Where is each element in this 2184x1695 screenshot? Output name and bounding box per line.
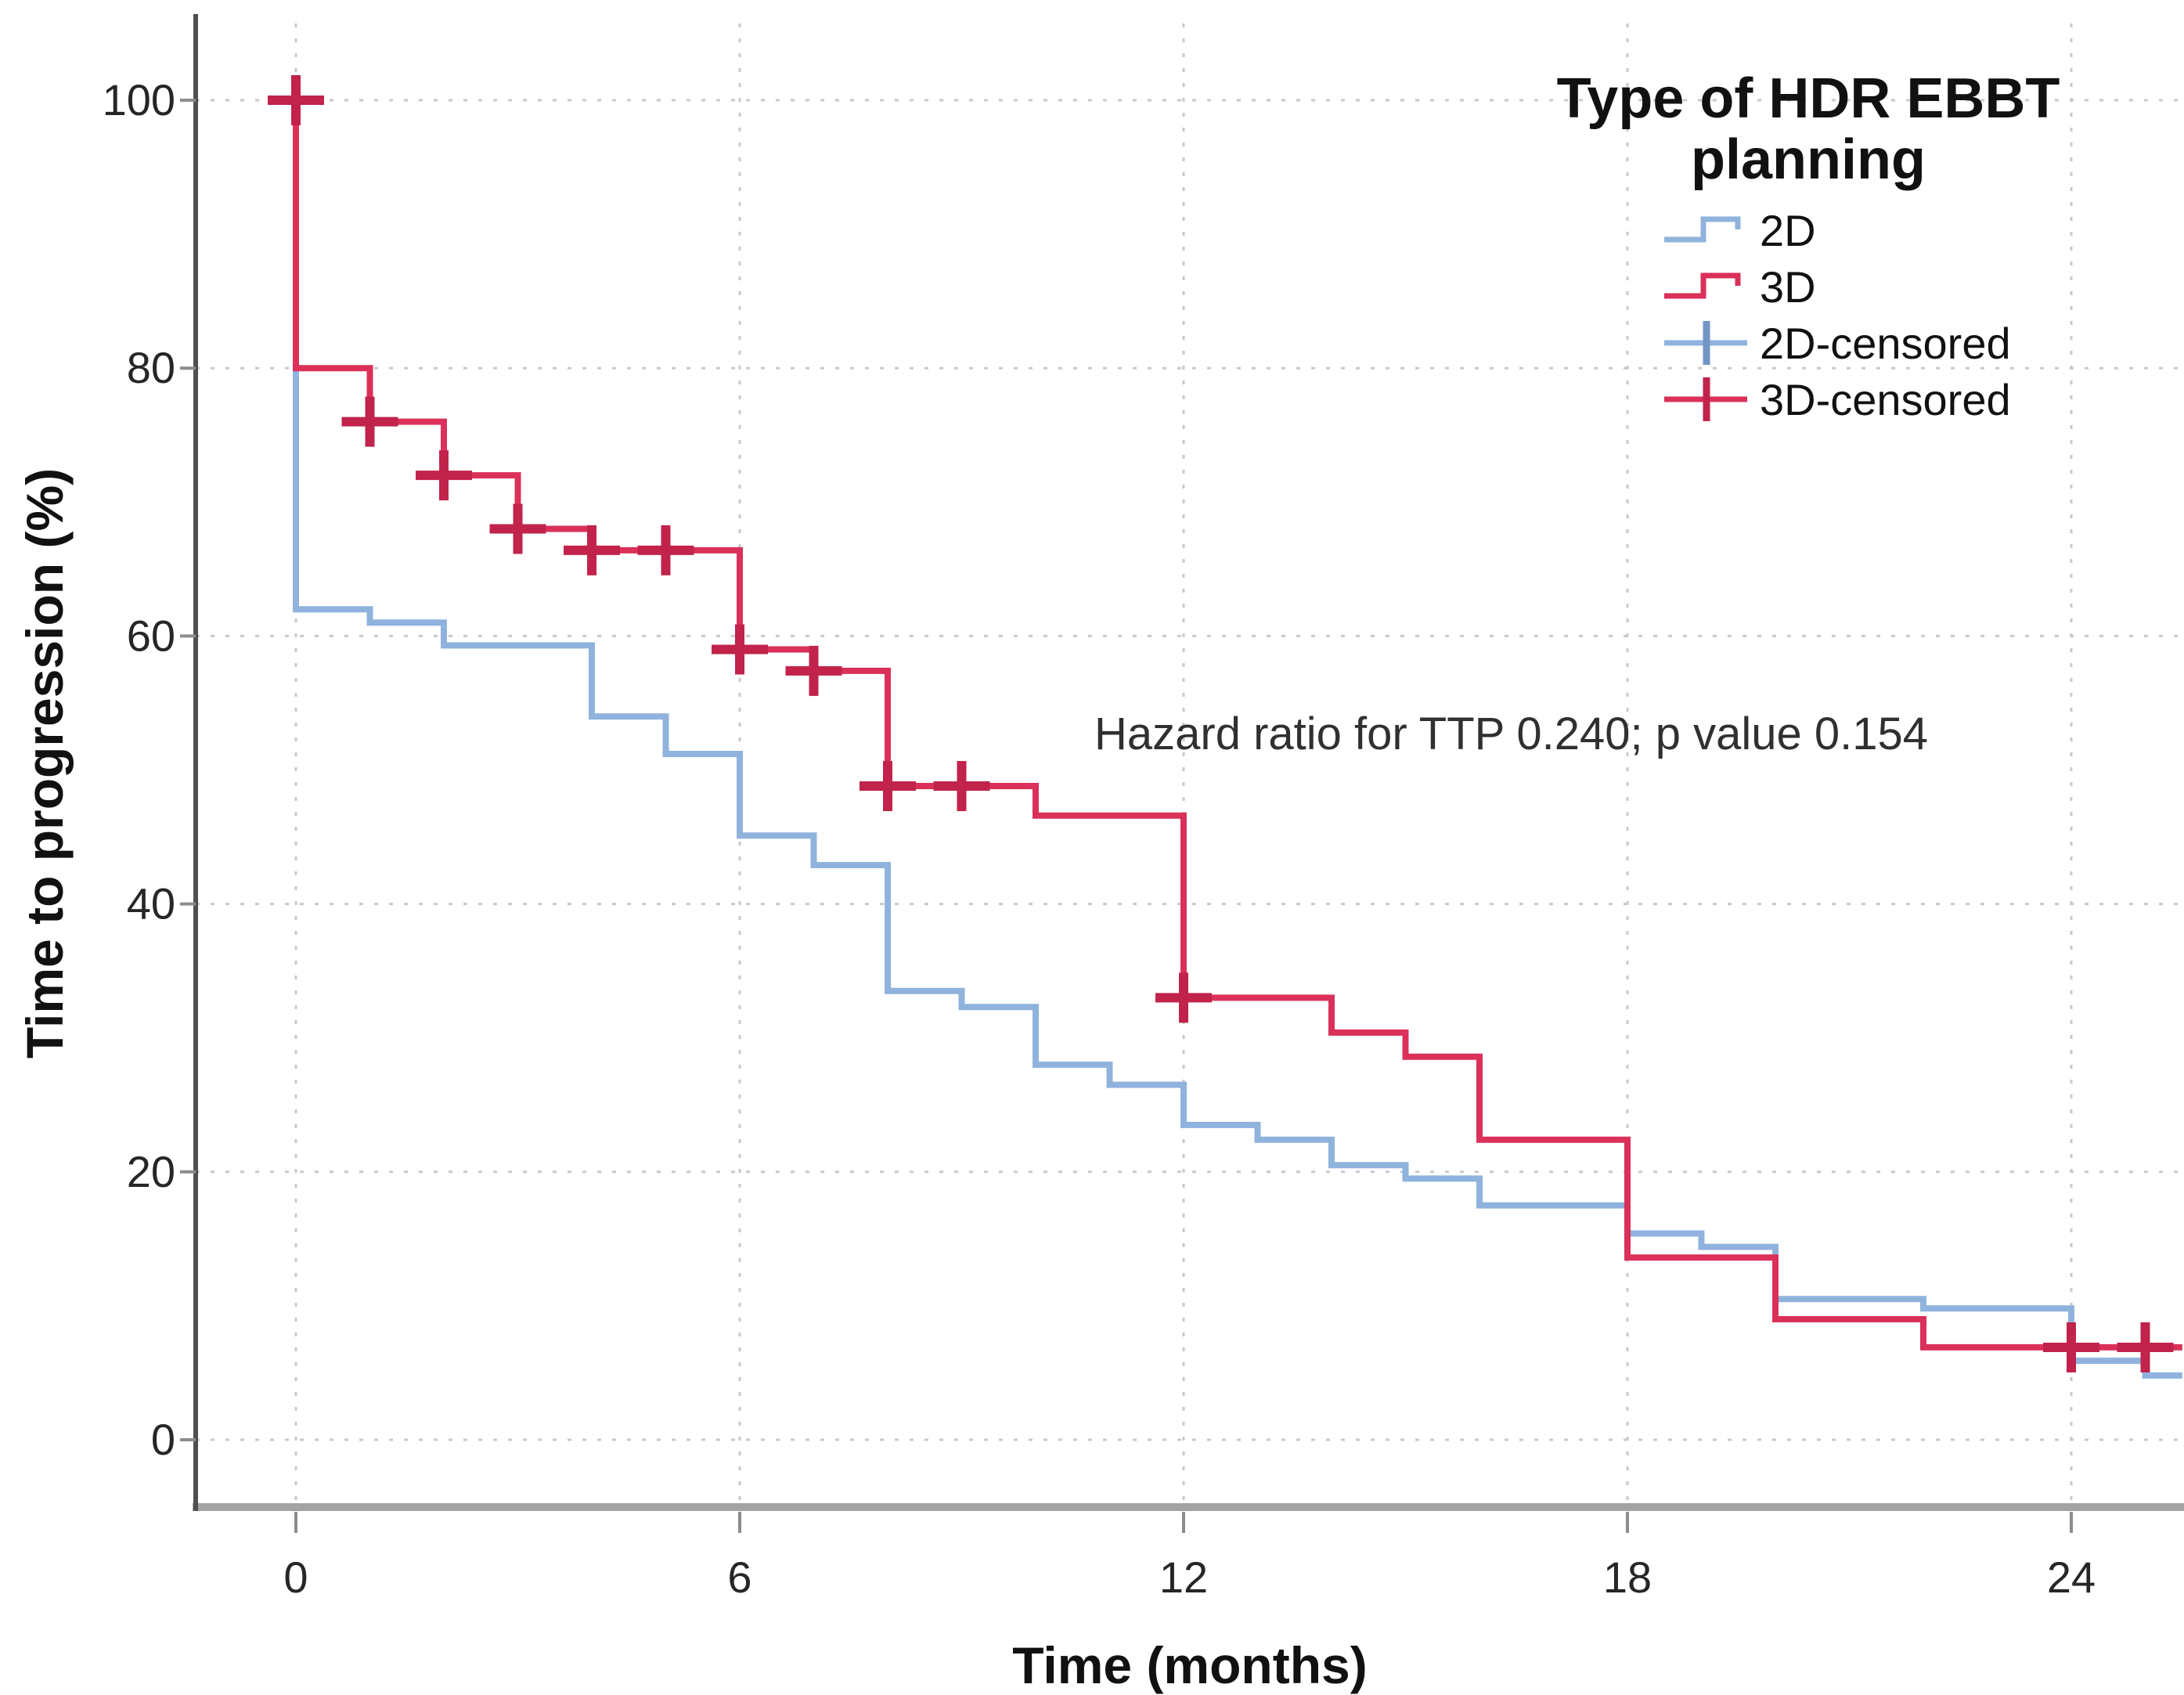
y-tick-label: 100 [103, 75, 175, 124]
x-tick-label: 0 [283, 1553, 308, 1602]
x-axis-title: Time (months) [1012, 1636, 1367, 1694]
legend-item-3d: 3D [1664, 262, 1816, 312]
legend-item-label: 2D-censored [1760, 319, 2011, 368]
x-tick-label: 6 [727, 1553, 751, 1602]
y-tick-label: 60 [127, 611, 175, 660]
x-tick-label: 18 [1603, 1553, 1652, 1602]
x-tick-label: 12 [1159, 1553, 1208, 1602]
y-tick-label: 20 [127, 1147, 175, 1196]
legend-item-2d-censored: 2D-censored [1664, 319, 2011, 368]
legend-item-label: 2D [1760, 206, 1816, 255]
legend-step-line-icon [1664, 272, 1741, 299]
legend-step-line-icon [1664, 216, 1741, 243]
censor-marks-3d [268, 75, 2174, 1372]
legend-title: Type of HDR EBBT [1557, 67, 2060, 130]
hazard-ratio-annotation: Hazard ratio for TTP 0.240; p value 0.15… [1094, 709, 1928, 759]
legend-item-label: 3D-censored [1760, 375, 2011, 424]
legend-item-3d-censored: 3D-censored [1664, 375, 2011, 424]
y-tick-label: 40 [127, 879, 175, 929]
tick-marks [180, 99, 2073, 1533]
y-tick-label: 80 [127, 343, 175, 392]
x-tick-label: 24 [2047, 1553, 2096, 1602]
y-axis-title: Time to progression (%) [16, 468, 74, 1058]
legend-item-2d: 2D [1664, 206, 1816, 255]
legend-item-label: 3D [1760, 262, 1816, 312]
y-tick-label: 0 [151, 1415, 175, 1464]
legend-title: planning [1691, 128, 1926, 191]
